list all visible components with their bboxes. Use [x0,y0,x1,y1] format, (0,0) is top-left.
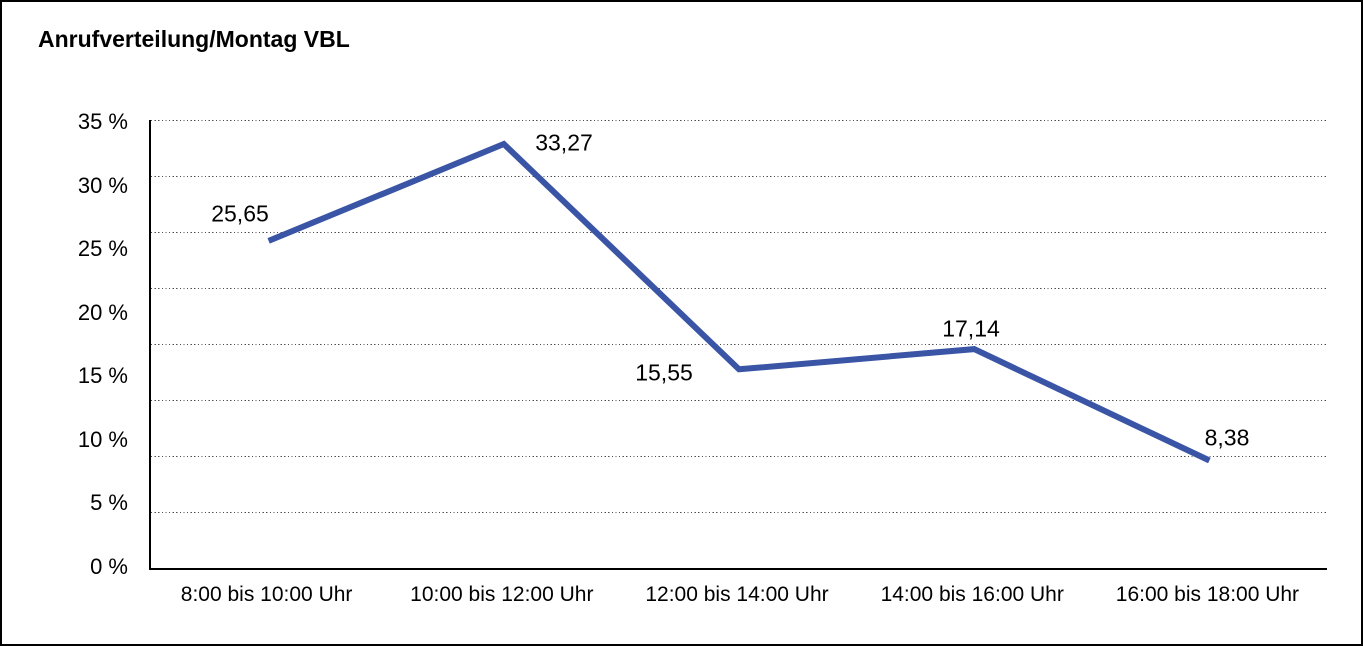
x-axis-tick-label: 14:00 bis 16:00 Uhr [880,583,1064,606]
chart-title: Anrufverteilung/Montag VBL [38,26,350,52]
data-point-label: 8,38 [1204,424,1250,451]
x-axis-tick-label: 10:00 bis 12:00 Uhr [410,583,594,606]
data-point-label: 17,14 [942,315,1000,342]
y-axis-labels: 35 % 30 % 25 % 20 % 15 % 10 % 5 % 0 % [2,109,128,579]
y-axis-tick-label: 30 % [77,173,128,198]
data-point-label: 33,27 [535,129,593,156]
x-axis-tick-label: 8:00 bis 10:00 Uhr [180,583,353,606]
gridline [151,344,1327,345]
plot-area: 25,65 33,27 15,55 17,14 8,38 [149,120,1327,570]
x-axis-tick-label: 16:00 bis 18:00 Uhr [1115,583,1300,606]
data-line [267,140,1211,464]
x-axis-tick-label: 12:00 bis 14:00 Uhr [645,583,829,606]
gridline [151,176,1327,177]
gridline [151,232,1327,233]
y-axis-tick-label: 0 % [90,554,128,579]
gridline [151,288,1327,289]
y-axis-tick-label: 10 % [77,427,128,452]
y-axis-tick-label: 5 % [90,490,128,515]
gridline [151,400,1327,401]
gridline [151,120,1327,121]
y-axis-tick-label: 15 % [77,363,128,388]
data-point-label: 25,65 [211,200,269,227]
y-axis-tick-label: 20 % [77,300,128,325]
gridline [151,456,1327,457]
y-axis-tick-label: 25 % [77,236,128,261]
y-axis-tick-label: 35 % [77,109,128,134]
data-point-label: 15,55 [635,359,693,386]
x-axis-labels: 8:00 bis 10:00 Uhr 10:00 bis 12:00 Uhr 12:… [149,582,1325,607]
gridline [151,512,1327,513]
line-chart-svg [267,140,1211,464]
